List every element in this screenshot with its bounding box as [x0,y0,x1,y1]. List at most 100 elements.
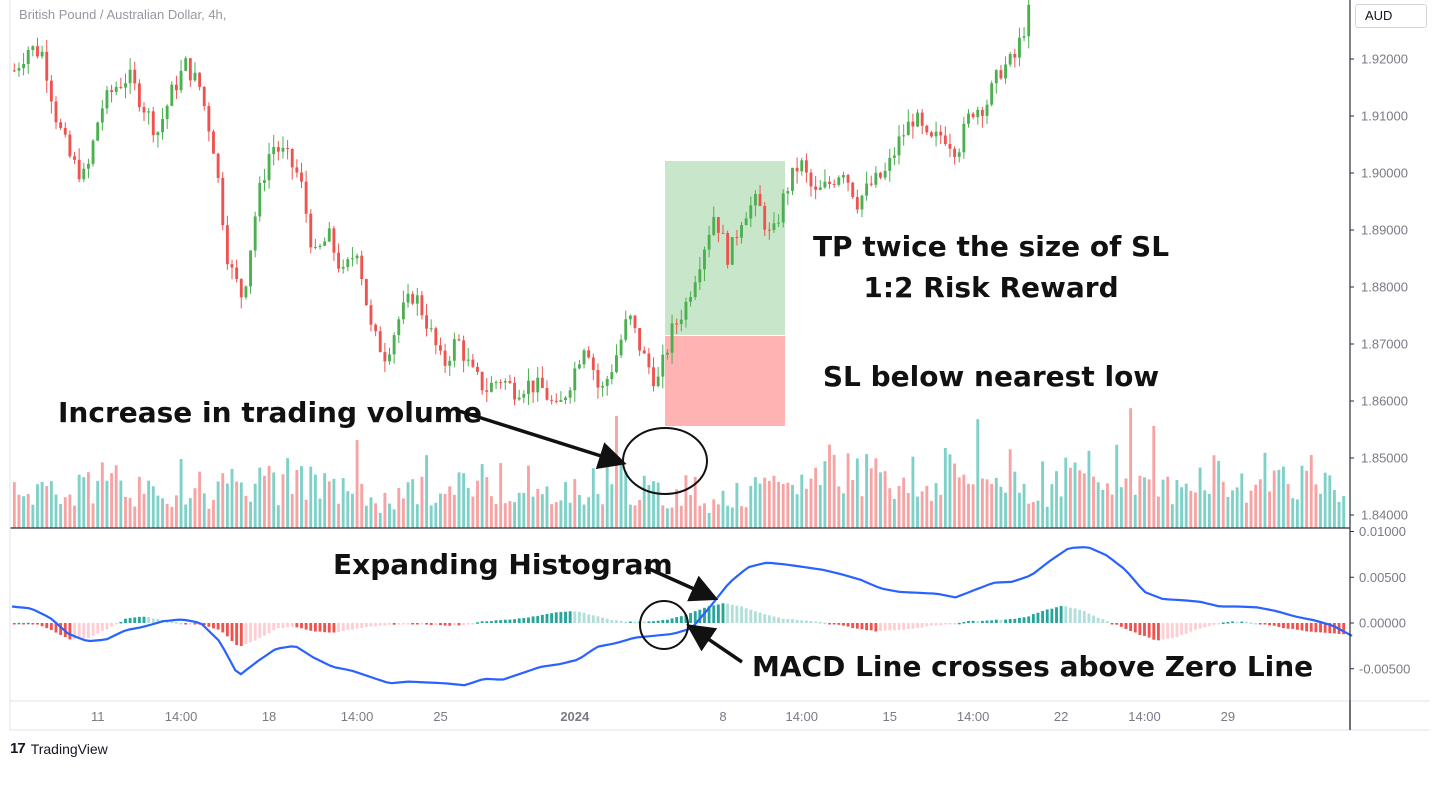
candle-body [689,297,693,302]
histogram-bar [151,618,155,623]
histogram-bar [568,611,572,623]
macd-tick-label: -0.00500 [1359,661,1410,676]
volume-bar [272,472,276,528]
histogram-bar [401,623,405,625]
candle-body [536,377,540,393]
histogram-bar [1027,616,1031,623]
histogram-bar [777,617,781,623]
volume-bar [1092,476,1095,528]
histogram-bar [554,612,558,623]
candle-body [300,172,303,182]
histogram-bar [1170,623,1174,639]
volume-bar [962,474,966,528]
histogram-bar [31,623,35,625]
stop-loss-zone[interactable] [665,336,785,426]
volume-bar [425,455,428,528]
volume-bar [142,493,146,528]
volume-bar [420,476,424,528]
candle-body [235,267,239,280]
candle-body [906,121,910,136]
histogram-bar [1022,617,1026,623]
histogram-bar [582,612,586,623]
candle-body [17,68,21,71]
candle-body [855,197,859,210]
volume-bar [990,484,994,528]
candle-body [513,382,516,400]
histogram-bar [735,605,739,623]
candle-body [763,206,767,230]
volume-bar [1300,465,1304,528]
candle-body [26,50,30,65]
currency-selector[interactable]: AUD [1355,4,1427,28]
candle-body [466,359,470,361]
histogram-bar [49,623,53,630]
histogram-bar [855,623,859,629]
histogram-bar [40,623,44,627]
histogram-bar [647,621,651,623]
histogram-bar [397,623,401,625]
histogram-bar [100,623,104,631]
volume-bar [647,485,651,528]
candle-body [40,51,44,57]
time-axis[interactable]: 11 14:00 18 14:00 25 2024 8 14:00 15 14:00 22 14:00… [91,709,1235,724]
volume-bar [851,480,855,528]
volume-bar [286,458,290,528]
candle-body [258,182,262,217]
price-axis[interactable]: 1.92000 1.91000 1.90000 1.89000 1.88000 1.870… [1350,52,1408,523]
candle-body [179,70,183,91]
histogram-bar [564,611,567,623]
volume-bar [1101,489,1105,528]
volume-bar [540,494,544,528]
volume-bar [54,494,58,528]
take-profit-zone[interactable] [665,161,785,335]
volume-bar [1031,502,1035,528]
risk-reward-zones[interactable] [665,161,785,426]
candle-body [485,390,489,392]
volume-bar [1189,490,1193,528]
volume-bar [795,494,799,528]
candle-body [401,302,405,320]
candle-body [151,111,155,136]
histogram-bar [517,618,521,623]
histogram-bar [439,623,442,626]
candle-body [795,167,799,172]
volume-bar [985,479,989,528]
histogram-bar [267,623,271,634]
volume-bar [957,477,961,528]
histogram-bar [1064,606,1068,623]
histogram-bar [1166,623,1170,639]
volume-bar [883,471,887,528]
candle-body [378,331,382,353]
histogram-bar [318,623,322,632]
histogram-bar [327,623,331,633]
candle-body [837,177,841,185]
candle-body [601,385,605,388]
histogram-bar [1041,610,1045,623]
candle-body [12,70,16,72]
histogram-bar [615,620,618,623]
macd-axis[interactable]: 0.01000 0.00500 0.00000 -0.00500 [1350,524,1410,676]
candle-body [448,360,452,366]
histogram-bar [962,621,966,624]
volume-bar [179,459,183,528]
volume-bar [503,503,507,528]
volume-bar [374,503,378,528]
tradingview-brand[interactable]: 17 TradingView [10,740,108,757]
macd-tick-label: 0.01000 [1359,524,1406,539]
volume-bar [1152,425,1156,528]
price-tick-label: 1.90000 [1361,166,1408,181]
candle-body [976,109,980,118]
volume-bar [730,507,734,528]
histogram-bar [953,623,957,625]
volume-bar [869,468,873,528]
candle-body [77,159,81,180]
histogram-bar [1249,622,1253,624]
candle-body [355,255,359,259]
volume-bar [577,494,581,528]
volume-bar [1036,500,1040,528]
volume-bar [749,485,753,528]
histogram-bar [897,623,901,630]
volume-bar [1143,477,1146,528]
